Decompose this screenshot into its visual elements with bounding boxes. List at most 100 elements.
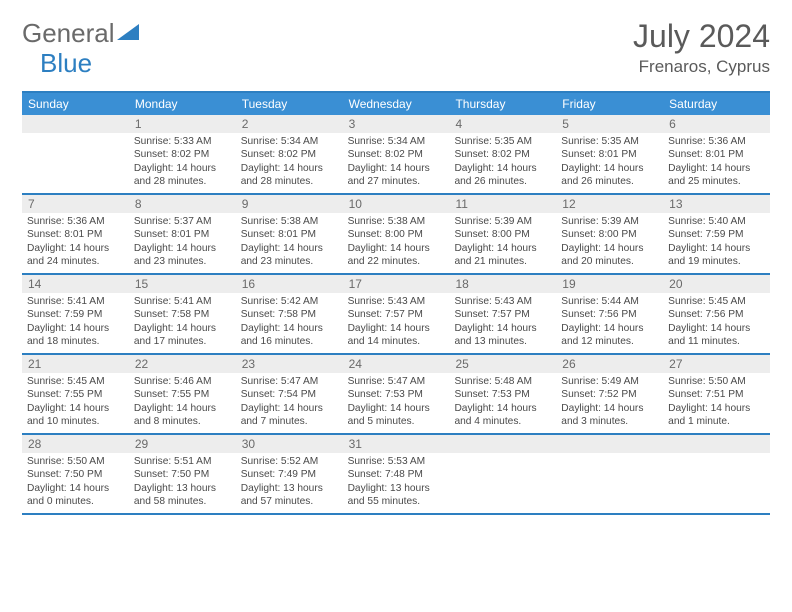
day-number: 10 xyxy=(343,195,450,213)
day-content: Sunrise: 5:45 AMSunset: 7:55 PMDaylight:… xyxy=(22,373,129,433)
day-content: Sunrise: 5:47 AMSunset: 7:54 PMDaylight:… xyxy=(236,373,343,433)
location: Frenaros, Cyprus xyxy=(633,57,770,77)
day-cell: 22Sunrise: 5:46 AMSunset: 7:55 PMDayligh… xyxy=(129,355,236,433)
day-number: 14 xyxy=(22,275,129,293)
day-header: Tuesday xyxy=(236,93,343,115)
day-cell: 8Sunrise: 5:37 AMSunset: 8:01 PMDaylight… xyxy=(129,195,236,273)
empty-day-number xyxy=(449,435,556,453)
day-cell: 16Sunrise: 5:42 AMSunset: 7:58 PMDayligh… xyxy=(236,275,343,353)
day-cell: 2Sunrise: 5:34 AMSunset: 8:02 PMDaylight… xyxy=(236,115,343,193)
day-cell: 21Sunrise: 5:45 AMSunset: 7:55 PMDayligh… xyxy=(22,355,129,433)
day-content: Sunrise: 5:38 AMSunset: 8:01 PMDaylight:… xyxy=(236,213,343,273)
logo-text-2: Blue xyxy=(40,48,92,79)
day-cell: 30Sunrise: 5:52 AMSunset: 7:49 PMDayligh… xyxy=(236,435,343,513)
day-cell: 5Sunrise: 5:35 AMSunset: 8:01 PMDaylight… xyxy=(556,115,663,193)
day-cell: 19Sunrise: 5:44 AMSunset: 7:56 PMDayligh… xyxy=(556,275,663,353)
day-cell: 24Sunrise: 5:47 AMSunset: 7:53 PMDayligh… xyxy=(343,355,450,433)
day-cell: 29Sunrise: 5:51 AMSunset: 7:50 PMDayligh… xyxy=(129,435,236,513)
day-cell: 28Sunrise: 5:50 AMSunset: 7:50 PMDayligh… xyxy=(22,435,129,513)
day-number: 7 xyxy=(22,195,129,213)
day-content: Sunrise: 5:51 AMSunset: 7:50 PMDaylight:… xyxy=(129,453,236,513)
day-content: Sunrise: 5:34 AMSunset: 8:02 PMDaylight:… xyxy=(343,133,450,193)
day-content: Sunrise: 5:34 AMSunset: 8:02 PMDaylight:… xyxy=(236,133,343,193)
day-content: Sunrise: 5:43 AMSunset: 7:57 PMDaylight:… xyxy=(449,293,556,353)
empty-day-number xyxy=(22,115,129,133)
day-number: 20 xyxy=(663,275,770,293)
day-content: Sunrise: 5:48 AMSunset: 7:53 PMDaylight:… xyxy=(449,373,556,433)
day-number: 4 xyxy=(449,115,556,133)
day-content: Sunrise: 5:43 AMSunset: 7:57 PMDaylight:… xyxy=(343,293,450,353)
day-number: 12 xyxy=(556,195,663,213)
day-cell: 15Sunrise: 5:41 AMSunset: 7:58 PMDayligh… xyxy=(129,275,236,353)
day-content: Sunrise: 5:52 AMSunset: 7:49 PMDaylight:… xyxy=(236,453,343,513)
day-content: Sunrise: 5:38 AMSunset: 8:00 PMDaylight:… xyxy=(343,213,450,273)
week-row: 28Sunrise: 5:50 AMSunset: 7:50 PMDayligh… xyxy=(22,435,770,515)
day-content: Sunrise: 5:39 AMSunset: 8:00 PMDaylight:… xyxy=(449,213,556,273)
day-cell: 12Sunrise: 5:39 AMSunset: 8:00 PMDayligh… xyxy=(556,195,663,273)
day-content: Sunrise: 5:36 AMSunset: 8:01 PMDaylight:… xyxy=(22,213,129,273)
day-content: Sunrise: 5:49 AMSunset: 7:52 PMDaylight:… xyxy=(556,373,663,433)
day-cell: 23Sunrise: 5:47 AMSunset: 7:54 PMDayligh… xyxy=(236,355,343,433)
day-number: 11 xyxy=(449,195,556,213)
day-number: 6 xyxy=(663,115,770,133)
day-content: Sunrise: 5:42 AMSunset: 7:58 PMDaylight:… xyxy=(236,293,343,353)
day-cell: 20Sunrise: 5:45 AMSunset: 7:56 PMDayligh… xyxy=(663,275,770,353)
day-cell: 27Sunrise: 5:50 AMSunset: 7:51 PMDayligh… xyxy=(663,355,770,433)
day-content: Sunrise: 5:35 AMSunset: 8:01 PMDaylight:… xyxy=(556,133,663,193)
day-content: Sunrise: 5:33 AMSunset: 8:02 PMDaylight:… xyxy=(129,133,236,193)
day-number: 29 xyxy=(129,435,236,453)
empty-day-number xyxy=(663,435,770,453)
day-content: Sunrise: 5:41 AMSunset: 7:59 PMDaylight:… xyxy=(22,293,129,353)
calendar: SundayMondayTuesdayWednesdayThursdayFrid… xyxy=(22,91,770,515)
week-row: 1Sunrise: 5:33 AMSunset: 8:02 PMDaylight… xyxy=(22,115,770,195)
day-content: Sunrise: 5:39 AMSunset: 8:00 PMDaylight:… xyxy=(556,213,663,273)
logo-text-1: General xyxy=(22,18,115,49)
day-number: 1 xyxy=(129,115,236,133)
week-row: 14Sunrise: 5:41 AMSunset: 7:59 PMDayligh… xyxy=(22,275,770,355)
day-content: Sunrise: 5:36 AMSunset: 8:01 PMDaylight:… xyxy=(663,133,770,193)
day-header: Friday xyxy=(556,93,663,115)
day-number: 19 xyxy=(556,275,663,293)
day-content: Sunrise: 5:50 AMSunset: 7:50 PMDaylight:… xyxy=(22,453,129,513)
day-cell: 17Sunrise: 5:43 AMSunset: 7:57 PMDayligh… xyxy=(343,275,450,353)
day-number: 3 xyxy=(343,115,450,133)
week-row: 21Sunrise: 5:45 AMSunset: 7:55 PMDayligh… xyxy=(22,355,770,435)
day-cell: 18Sunrise: 5:43 AMSunset: 7:57 PMDayligh… xyxy=(449,275,556,353)
day-cell: 10Sunrise: 5:38 AMSunset: 8:00 PMDayligh… xyxy=(343,195,450,273)
day-header: Thursday xyxy=(449,93,556,115)
day-number: 2 xyxy=(236,115,343,133)
day-cell: 11Sunrise: 5:39 AMSunset: 8:00 PMDayligh… xyxy=(449,195,556,273)
day-number: 28 xyxy=(22,435,129,453)
day-header: Sunday xyxy=(22,93,129,115)
day-number: 18 xyxy=(449,275,556,293)
day-content: Sunrise: 5:46 AMSunset: 7:55 PMDaylight:… xyxy=(129,373,236,433)
day-number: 30 xyxy=(236,435,343,453)
day-header: Monday xyxy=(129,93,236,115)
day-number: 23 xyxy=(236,355,343,373)
day-number: 16 xyxy=(236,275,343,293)
month-title: July 2024 xyxy=(633,18,770,55)
logo: General xyxy=(22,18,141,49)
day-content: Sunrise: 5:47 AMSunset: 7:53 PMDaylight:… xyxy=(343,373,450,433)
day-content: Sunrise: 5:35 AMSunset: 8:02 PMDaylight:… xyxy=(449,133,556,193)
day-number: 24 xyxy=(343,355,450,373)
day-content: Sunrise: 5:53 AMSunset: 7:48 PMDaylight:… xyxy=(343,453,450,513)
day-header: Saturday xyxy=(663,93,770,115)
day-cell: 25Sunrise: 5:48 AMSunset: 7:53 PMDayligh… xyxy=(449,355,556,433)
day-content: Sunrise: 5:50 AMSunset: 7:51 PMDaylight:… xyxy=(663,373,770,433)
day-number: 5 xyxy=(556,115,663,133)
day-cell: 14Sunrise: 5:41 AMSunset: 7:59 PMDayligh… xyxy=(22,275,129,353)
day-content: Sunrise: 5:41 AMSunset: 7:58 PMDaylight:… xyxy=(129,293,236,353)
day-number: 27 xyxy=(663,355,770,373)
day-number: 21 xyxy=(22,355,129,373)
day-content: Sunrise: 5:45 AMSunset: 7:56 PMDaylight:… xyxy=(663,293,770,353)
day-cell: 9Sunrise: 5:38 AMSunset: 8:01 PMDaylight… xyxy=(236,195,343,273)
day-number: 26 xyxy=(556,355,663,373)
day-cell: 13Sunrise: 5:40 AMSunset: 7:59 PMDayligh… xyxy=(663,195,770,273)
day-cell: 7Sunrise: 5:36 AMSunset: 8:01 PMDaylight… xyxy=(22,195,129,273)
day-cell: 1Sunrise: 5:33 AMSunset: 8:02 PMDaylight… xyxy=(129,115,236,193)
day-cell: 6Sunrise: 5:36 AMSunset: 8:01 PMDaylight… xyxy=(663,115,770,193)
day-header: Wednesday xyxy=(343,93,450,115)
day-cell: 3Sunrise: 5:34 AMSunset: 8:02 PMDaylight… xyxy=(343,115,450,193)
day-number: 9 xyxy=(236,195,343,213)
